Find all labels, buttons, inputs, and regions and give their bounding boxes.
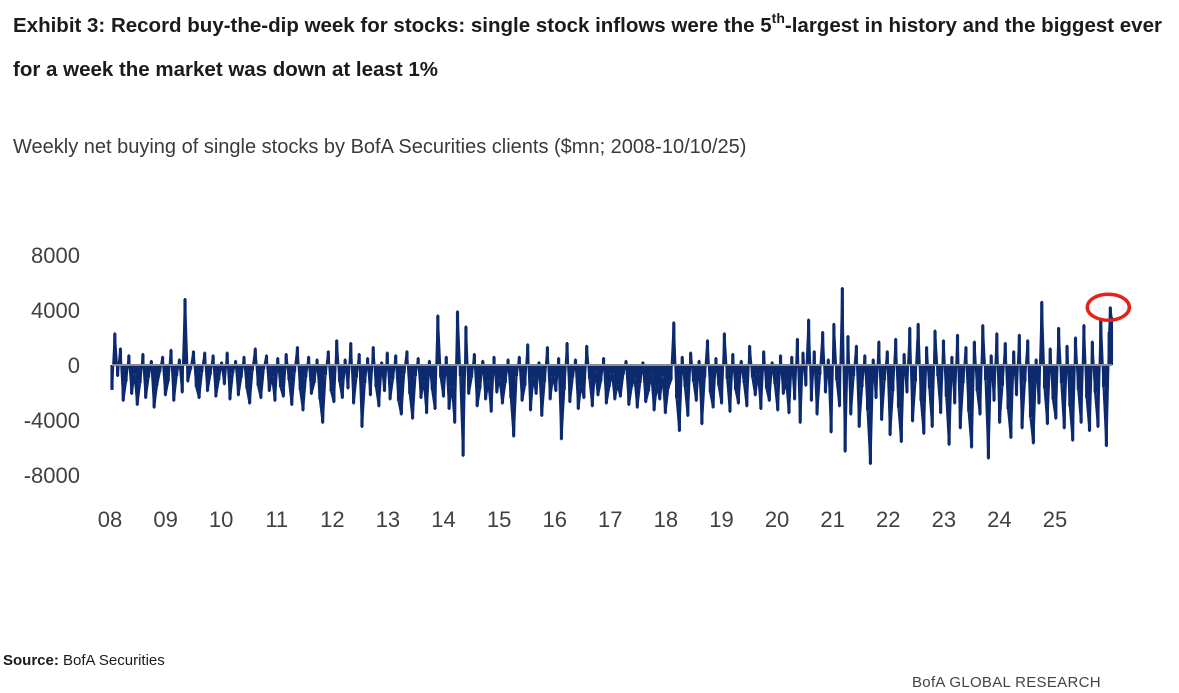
x-tick-label: 22 <box>876 507 900 532</box>
exhibit-title: Exhibit 3: Record buy-the-dip week for s… <box>13 4 1173 92</box>
chart-subtitle: Weekly net buying of single stocks by Bo… <box>13 136 747 158</box>
exhibit-title-superscript: th <box>771 10 785 26</box>
highlight-circle <box>1085 292 1132 322</box>
x-tick-label: 20 <box>765 507 789 532</box>
bar-series <box>110 286 1114 466</box>
exhibit-title-text: Exhibit 3: Record buy-the-dip week for s… <box>13 14 772 37</box>
x-tick-label: 16 <box>542 507 566 532</box>
y-tick-label: 4000 <box>31 298 80 323</box>
x-tick-label: 13 <box>376 507 400 532</box>
chart-plot: 8000 4000 0 -4000 -8000 08 09 10 11 12 13 14 15 16 17… <box>24 243 1132 532</box>
x-tick-label: 15 <box>487 507 511 532</box>
series-trace <box>110 286 1113 466</box>
x-tick-label: 25 <box>1043 507 1067 532</box>
x-tick-label: 09 <box>153 507 177 532</box>
exhibit-title-text-cont: -largest in history and the biggest ever… <box>13 14 1162 81</box>
x-tick-label: 14 <box>431 507 455 532</box>
y-tick-label: 8000 <box>31 243 80 268</box>
y-tick-label: -8000 <box>24 463 80 488</box>
x-axis-ticks: 08 09 10 11 12 13 14 15 16 17 18 19 20 21 22 23 24 25 <box>98 507 1067 532</box>
x-tick-label: 23 <box>932 507 956 532</box>
x-tick-label: 10 <box>209 507 233 532</box>
x-tick-label: 24 <box>987 507 1011 532</box>
source-note: Source: BofA Securities <box>3 652 165 669</box>
y-tick-label: -4000 <box>24 408 80 433</box>
x-tick-label: 17 <box>598 507 622 532</box>
x-tick-label: 21 <box>820 507 844 532</box>
y-axis-ticks: 8000 4000 0 -4000 -8000 <box>24 243 80 488</box>
x-tick-label: 12 <box>320 507 344 532</box>
x-tick-label: 19 <box>709 507 733 532</box>
y-tick-label: 0 <box>68 353 80 378</box>
source-text: BofA Securities <box>63 652 165 669</box>
source-label: Source: <box>3 652 59 669</box>
x-tick-label: 18 <box>654 507 678 532</box>
x-tick-label: 11 <box>265 507 288 532</box>
brand-label: BofA GLOBAL RESEARCH <box>912 674 1101 691</box>
x-tick-label: 08 <box>98 507 122 532</box>
